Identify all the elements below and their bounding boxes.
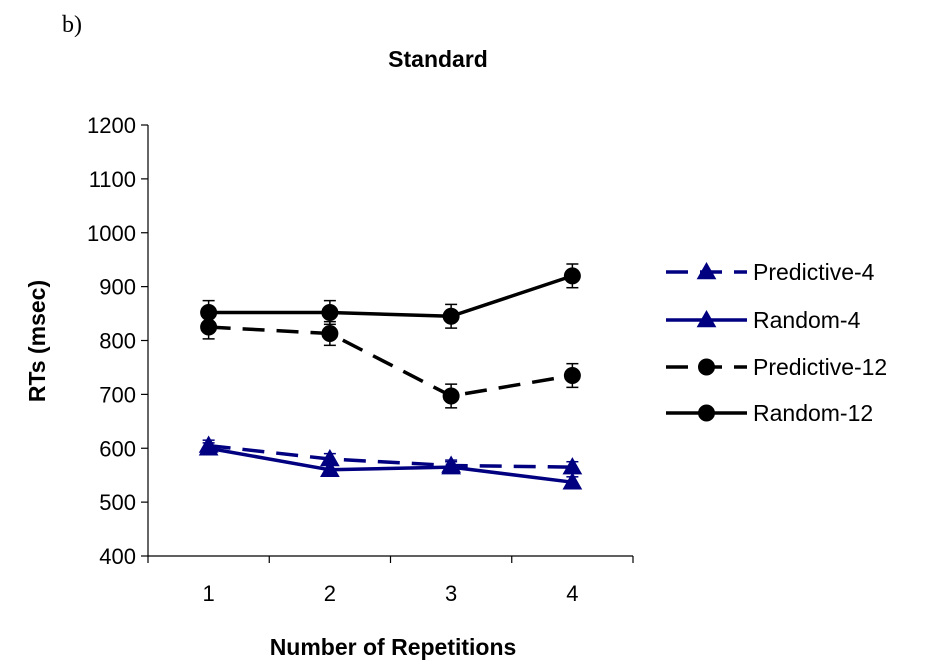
y-tick-label: 600 (99, 436, 136, 461)
panel-label: b) (62, 12, 82, 38)
legend-marker (698, 404, 715, 422)
chart-title: Standard (388, 46, 488, 72)
y-tick-label: 1100 (89, 167, 136, 192)
x-tick-label: 3 (445, 581, 457, 606)
series-random-12 (200, 263, 581, 329)
data-point (321, 303, 339, 321)
legend-item: Random-12 (666, 400, 873, 426)
y-tick-label: 400 (99, 544, 136, 569)
x-tick-label: 4 (566, 581, 578, 606)
y-tick-label: 500 (99, 490, 136, 515)
legend-item: Random-4 (666, 307, 861, 333)
y-tick-label: 800 (99, 329, 136, 354)
legend-item: Predictive-12 (666, 354, 887, 380)
series-line (208, 443, 573, 469)
series-layer (198, 263, 583, 490)
y-tick-label: 700 (99, 382, 136, 407)
data-point (442, 387, 460, 405)
data-point (441, 457, 461, 475)
legend-label: Predictive-4 (753, 259, 875, 285)
y-tick-label: 900 (99, 275, 136, 300)
data-point (200, 303, 218, 321)
series-line (208, 325, 573, 398)
series-line (208, 446, 573, 484)
y-axis-title: RTs (msec) (24, 280, 50, 402)
y-tick-label: 1000 (87, 221, 136, 246)
legend-item: Predictive-4 (666, 259, 875, 285)
legend-marker (698, 358, 715, 376)
y-tick-label: 1200 (87, 113, 136, 138)
legend-label: Random-12 (753, 400, 873, 426)
legend-marker (696, 309, 717, 328)
data-point (562, 472, 583, 490)
series-random-4 (198, 438, 583, 490)
legend-marker (696, 261, 717, 280)
legend: Predictive-4 Random-4 Predictive-12 Random-… (666, 259, 887, 426)
legend-label: Random-4 (753, 307, 861, 333)
x-tick-label: 1 (203, 581, 215, 606)
series-predictive-12 (200, 314, 581, 409)
data-point (563, 267, 581, 285)
series-line (208, 274, 573, 319)
data-point (442, 307, 460, 325)
legend-label: Predictive-12 (753, 354, 887, 380)
data-point (198, 438, 219, 456)
data-point (321, 324, 339, 342)
data-point (563, 367, 581, 385)
data-point (320, 459, 340, 478)
axes: 400 500 600 700 800 900 1000 1100 1200 1 2 3 4 (87, 113, 634, 606)
x-tick-label: 2 (324, 581, 336, 606)
x-axis-title: Number of Repetitions (270, 634, 517, 660)
